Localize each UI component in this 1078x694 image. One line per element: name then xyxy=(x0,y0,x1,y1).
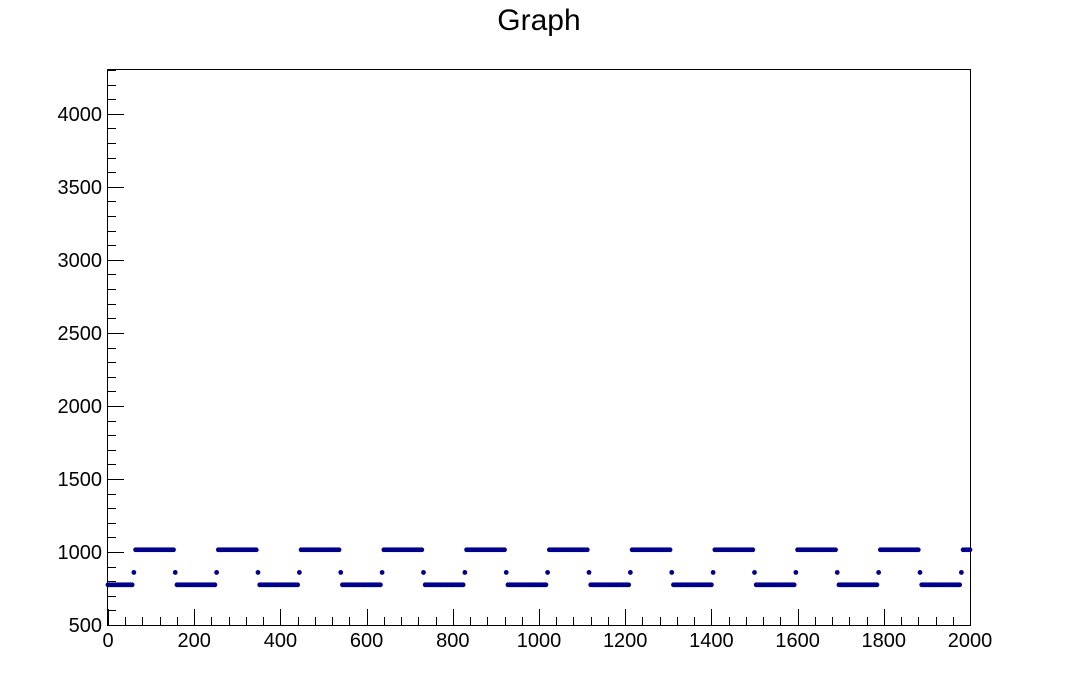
data-point xyxy=(584,547,590,553)
y-axis: 500 1000 1500 2000 2500 3000 3500 4000 xyxy=(58,70,124,637)
data-point xyxy=(710,570,716,575)
data-point xyxy=(667,547,673,553)
data-points xyxy=(105,547,973,588)
data-point xyxy=(967,547,973,553)
plot-frame xyxy=(107,69,971,626)
data-point xyxy=(377,582,383,588)
x-tick-label: 1400 xyxy=(689,630,734,652)
x-tick-label: 400 xyxy=(264,630,297,652)
data-point xyxy=(255,570,261,575)
data-point xyxy=(503,570,509,575)
x-tick-label: 800 xyxy=(436,630,469,652)
y-tick-label: 4000 xyxy=(58,104,103,126)
data-point xyxy=(834,570,840,575)
data-point xyxy=(833,547,838,553)
data-point xyxy=(338,570,344,575)
data-point xyxy=(627,570,633,575)
data-point xyxy=(129,582,135,588)
x-tick-label: 1000 xyxy=(517,630,562,652)
data-point xyxy=(214,570,220,575)
x-tick-label: 1800 xyxy=(862,630,907,652)
x-tick-label: 0 xyxy=(102,630,113,652)
x-tick-label: 2000 xyxy=(948,630,993,652)
data-point xyxy=(460,582,466,588)
data-point xyxy=(296,570,302,575)
y-tick-label: 3000 xyxy=(58,250,103,272)
data-point xyxy=(791,582,797,588)
data-point xyxy=(419,547,425,553)
data-point xyxy=(876,570,882,575)
y-tick-label: 2000 xyxy=(58,396,103,418)
chart-title: Graph xyxy=(497,4,581,37)
data-point xyxy=(958,570,964,575)
y-tick-label: 1500 xyxy=(58,469,103,491)
data-point xyxy=(917,570,923,575)
x-tick-label: 600 xyxy=(350,630,383,652)
data-point xyxy=(669,570,675,575)
y-tick-label: 2500 xyxy=(58,323,103,345)
data-point xyxy=(502,547,507,553)
data-point xyxy=(295,582,301,588)
x-axis: 0 200 400 600 800 1000 1200 1400 1600 1800 2000 xyxy=(102,609,992,652)
data-point xyxy=(212,582,218,588)
data-point xyxy=(336,547,342,553)
data-point xyxy=(543,582,549,588)
y-tick-label: 3500 xyxy=(58,177,103,199)
y-tick-label: 500 xyxy=(69,615,102,637)
data-point xyxy=(421,570,426,575)
data-point xyxy=(131,570,137,575)
y-tick-label: 1000 xyxy=(58,542,103,564)
data-point xyxy=(545,570,551,575)
data-point xyxy=(462,570,468,575)
data-point xyxy=(253,547,259,553)
data-point xyxy=(874,582,880,588)
x-tick-label: 1600 xyxy=(775,630,820,652)
data-point xyxy=(709,582,714,588)
data-point xyxy=(586,570,592,575)
data-point xyxy=(793,570,799,575)
data-point xyxy=(752,570,757,575)
data-point xyxy=(626,582,632,588)
x-tick-label: 1200 xyxy=(603,630,648,652)
data-point xyxy=(957,582,963,588)
data-point xyxy=(172,570,178,575)
data-point xyxy=(379,570,385,575)
data-point xyxy=(750,547,756,553)
data-point xyxy=(915,547,921,553)
x-tick-label: 200 xyxy=(178,630,211,652)
data-point xyxy=(171,547,176,553)
